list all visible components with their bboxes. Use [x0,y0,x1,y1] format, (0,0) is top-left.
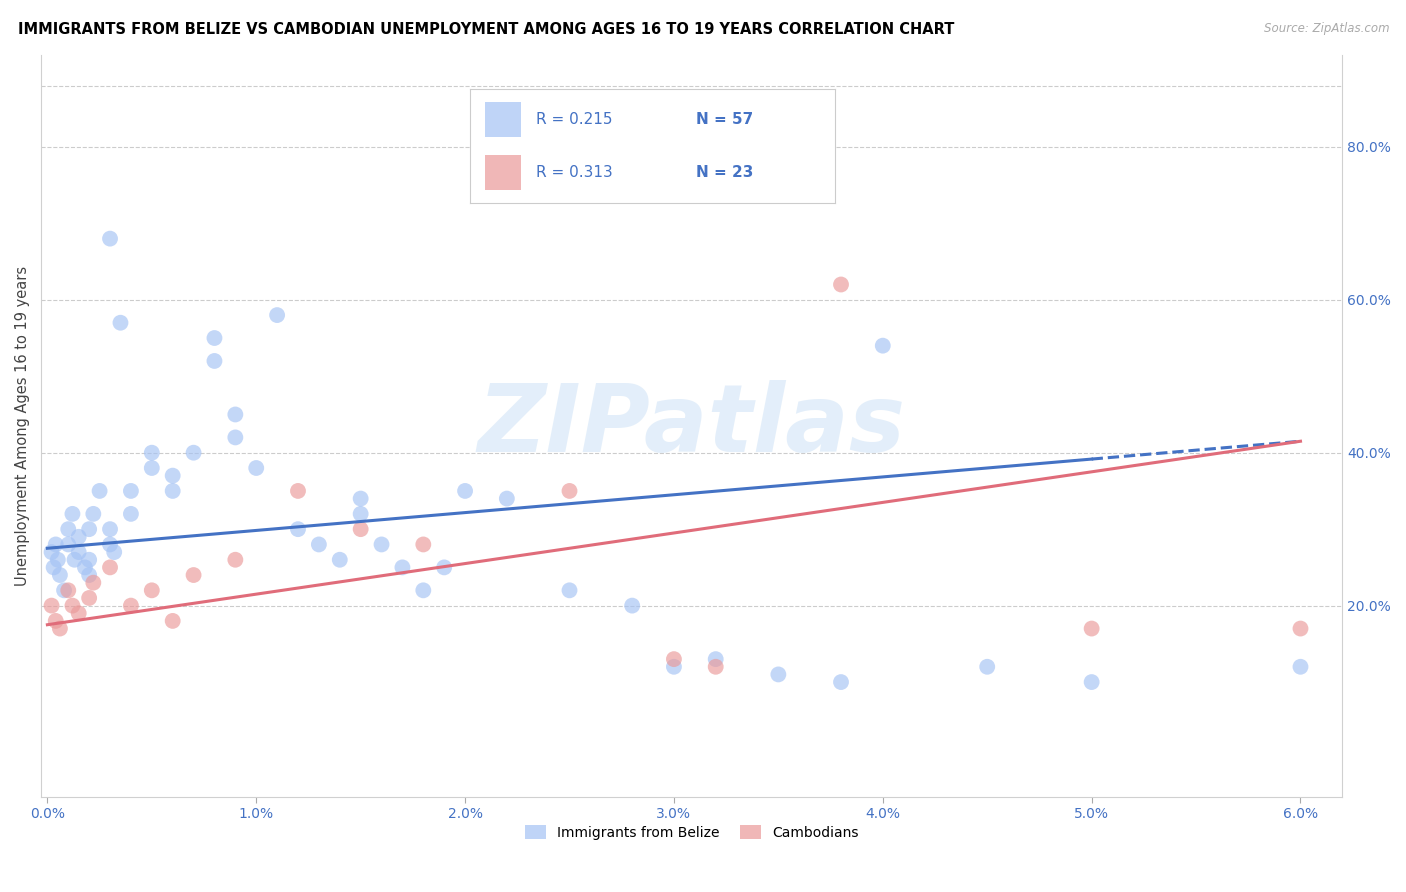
Point [98,232,121,246]
Point [45,537,67,551]
Point [98,560,121,574]
Point [1080,622,1102,636]
Point [120,599,142,613]
Point [162,483,184,498]
Point [495,491,517,506]
Point [1289,622,1312,636]
Point [41,545,63,559]
Point [77,553,100,567]
Point [768,667,790,681]
Point [63,553,86,567]
Point [53,583,76,598]
Point [830,675,852,690]
Point [110,316,132,330]
Point [77,591,100,605]
Point [73,560,96,574]
Point [58,583,80,598]
Point [42,560,65,574]
Point [662,652,685,666]
Point [89,483,111,498]
Point [49,568,72,582]
Point [224,553,246,567]
Point [976,660,998,674]
Point [162,614,184,628]
Point [46,553,69,567]
Point [77,522,100,536]
Text: Source: ZipAtlas.com: Source: ZipAtlas.com [1264,22,1389,36]
Point [58,537,80,551]
Point [183,446,205,460]
Text: IMMIGRANTS FROM BELIZE VS CAMBODIAN UNEMPLOYMENT AMONG AGES 16 TO 19 YEARS CORRE: IMMIGRANTS FROM BELIZE VS CAMBODIAN UNEM… [18,22,955,37]
Point [454,483,477,498]
Point [412,583,434,598]
Legend: Immigrants from Belize, Cambodians: Immigrants from Belize, Cambodians [519,820,865,846]
Point [662,660,685,674]
Point [224,408,246,422]
Point [45,614,67,628]
Point [162,468,184,483]
Point [704,652,727,666]
Point [82,507,104,521]
Point [391,560,413,574]
Point [67,530,90,544]
Point [558,583,581,598]
Point [1080,675,1102,690]
Point [704,660,727,674]
Point [62,507,84,521]
Y-axis label: Unemployment Among Ages 16 to 19 years: Unemployment Among Ages 16 to 19 years [15,266,30,586]
Point [62,599,84,613]
Point [58,522,80,536]
Point [308,537,330,551]
Point [120,483,142,498]
Point [224,430,246,444]
Point [141,461,163,475]
Point [103,545,125,559]
Text: ZIPatlas: ZIPatlas [478,380,905,472]
Point [41,599,63,613]
Point [77,568,100,582]
Point [329,553,352,567]
Point [830,277,852,292]
Point [49,622,72,636]
Point [872,339,894,353]
Point [98,522,121,536]
Point [266,308,288,322]
Point [245,461,267,475]
Point [183,568,205,582]
Point [412,537,434,551]
Point [287,522,309,536]
Point [204,354,226,368]
Point [67,607,90,621]
Point [98,537,121,551]
Point [287,483,309,498]
Point [141,583,163,598]
Point [82,575,104,590]
Point [350,507,373,521]
Point [1289,660,1312,674]
Point [621,599,644,613]
Point [350,522,373,536]
Point [204,331,226,345]
Point [558,483,581,498]
Point [350,491,373,506]
Point [141,446,163,460]
Point [370,537,392,551]
Point [120,507,142,521]
Point [433,560,456,574]
Point [67,545,90,559]
